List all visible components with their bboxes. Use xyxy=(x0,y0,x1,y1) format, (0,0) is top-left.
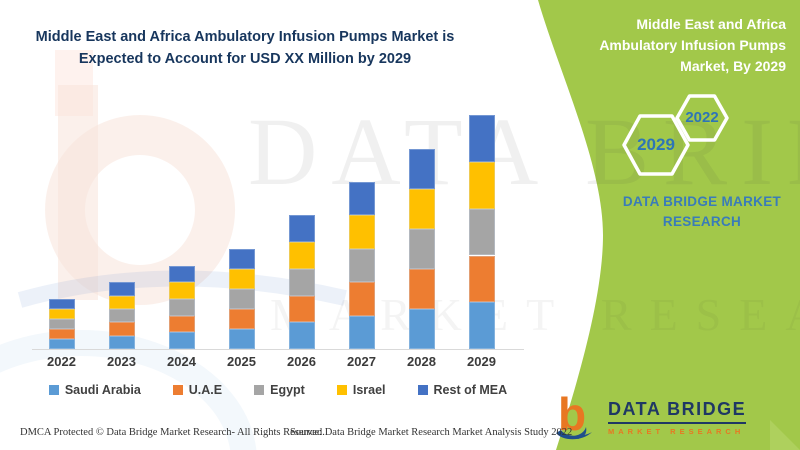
legend-item-saudi-arabia: Saudi Arabia xyxy=(48,383,141,397)
bar-segment-u-a-e-2027 xyxy=(348,282,375,316)
legend-label-rest-of-mea: Rest of MEA xyxy=(433,383,508,397)
bar-segment-israel-2029 xyxy=(468,161,495,209)
bar-segment-egypt-2027 xyxy=(348,248,375,283)
bar-segment-rest-of-mea-2024 xyxy=(168,265,195,283)
x-axis-label-2026: 2026 xyxy=(287,354,316,369)
bar-segment-israel-2023 xyxy=(108,295,135,309)
bar-segment-rest-of-mea-2027 xyxy=(348,182,375,216)
legend-marker-rest-of-mea xyxy=(417,385,428,395)
bar-segment-saudi-arabia-2023 xyxy=(108,335,135,349)
x-axis-label-2027: 2027 xyxy=(347,354,376,369)
x-axis-label-2025: 2025 xyxy=(227,354,256,369)
bar-segment-israel-2024 xyxy=(168,282,195,299)
bar-segment-egypt-2029 xyxy=(468,208,495,256)
bar-segment-egypt-2028 xyxy=(408,228,435,269)
bar-segment-egypt-2024 xyxy=(168,298,195,316)
bar-segment-u-a-e-2029 xyxy=(468,255,495,303)
bar-segment-israel-2028 xyxy=(408,188,435,229)
bar-segment-saudi-arabia-2024 xyxy=(168,332,195,349)
x-axis-label-2022: 2022 xyxy=(47,354,76,369)
legend-item-egypt: Egypt xyxy=(254,383,305,397)
bar-segment-saudi-arabia-2027 xyxy=(348,315,375,349)
legend-label-israel: Israel xyxy=(352,383,386,397)
data-bridge-logo: b DATA BRIDGE MARKET RESEARCH xyxy=(552,392,747,442)
bar-segment-saudi-arabia-2026 xyxy=(288,322,315,349)
legend-marker-israel xyxy=(336,385,347,395)
side-panel-title: Middle East and Africa Ambulatory Infusi… xyxy=(599,16,786,74)
x-axis-label-2028: 2028 xyxy=(407,354,436,369)
bar-segment-rest-of-mea-2029 xyxy=(468,115,495,162)
chart-plot xyxy=(32,112,524,350)
logo-name: DATA BRIDGE xyxy=(608,399,747,424)
bar-segment-u-a-e-2024 xyxy=(168,315,195,333)
bar-segment-u-a-e-2028 xyxy=(408,268,435,309)
bar-segment-saudi-arabia-2028 xyxy=(408,308,435,349)
legend-label-saudi-arabia: Saudi Arabia xyxy=(64,383,141,397)
legend-item-rest-of-mea: Rest of MEA xyxy=(417,383,508,397)
x-axis-label-2029: 2029 xyxy=(467,354,496,369)
bar-segment-u-a-e-2023 xyxy=(108,322,135,336)
bar-segment-israel-2026 xyxy=(288,242,315,269)
legend-item-israel: Israel xyxy=(336,383,386,397)
side-panel-brand-text: DATA BRIDGE MARKET RESEARCH xyxy=(622,194,782,229)
page-title-line2: Expected to Account for USD XX Million b… xyxy=(78,51,412,68)
hexagon-2029-label: 2029 xyxy=(637,135,675,154)
legend-marker-u-a-e xyxy=(172,385,183,395)
bar-segment-egypt-2023 xyxy=(108,308,135,323)
data-bridge-logo-icon: b xyxy=(556,392,592,440)
legend-label-u-a-e: U.A.E xyxy=(188,383,223,397)
page-title-line1: Middle East and Africa Ambulatory Infusi… xyxy=(35,29,455,45)
bar-segment-egypt-2022 xyxy=(48,318,75,329)
bar-segment-rest-of-mea-2026 xyxy=(288,215,315,243)
footer-source: Source: Data Bridge Market Research Mark… xyxy=(290,427,573,438)
legend-marker-saudi-arabia xyxy=(48,385,59,395)
bar-segment-u-a-e-2025 xyxy=(228,308,255,329)
bar-segment-israel-2025 xyxy=(228,268,255,289)
chart-x-axis: 2022 2023 2024 2025 2026 2027 2028 2029 xyxy=(32,354,524,372)
x-axis-label-2024: 2024 xyxy=(167,354,196,369)
bar-segment-israel-2022 xyxy=(48,308,75,319)
hexagon-2022-label: 2022 xyxy=(685,109,719,126)
bar-segment-israel-2027 xyxy=(348,215,375,249)
bar-segment-saudi-arabia-2022 xyxy=(48,338,75,349)
logo-subtitle: MARKET RESEARCH xyxy=(608,426,745,436)
x-axis-label-2023: 2023 xyxy=(107,354,136,369)
legend-marker-egypt xyxy=(254,385,265,395)
bar-segment-u-a-e-2026 xyxy=(288,295,315,323)
bar-segment-u-a-e-2022 xyxy=(48,328,75,339)
bar-segment-rest-of-mea-2025 xyxy=(228,248,255,269)
chart-legend: Saudi Arabia U.A.E Egypt Israel Rest of MEA xyxy=(28,383,528,397)
bar-segment-rest-of-mea-2028 xyxy=(408,148,435,189)
bar-segment-saudi-arabia-2029 xyxy=(468,302,495,349)
legend-item-u-a-e: U.A.E xyxy=(172,383,223,397)
bar-segment-egypt-2026 xyxy=(288,268,315,296)
footer-copyright: DMCA Protected © Data Bridge Market Rese… xyxy=(20,427,325,438)
bar-segment-saudi-arabia-2025 xyxy=(228,328,255,349)
bar-segment-rest-of-mea-2023 xyxy=(108,282,135,296)
bar-segment-egypt-2025 xyxy=(228,288,255,309)
page-title: Middle East and Africa Ambulatory Infusi… xyxy=(10,26,480,71)
bar-segment-rest-of-mea-2022 xyxy=(48,298,75,309)
legend-label-egypt: Egypt xyxy=(270,383,305,397)
